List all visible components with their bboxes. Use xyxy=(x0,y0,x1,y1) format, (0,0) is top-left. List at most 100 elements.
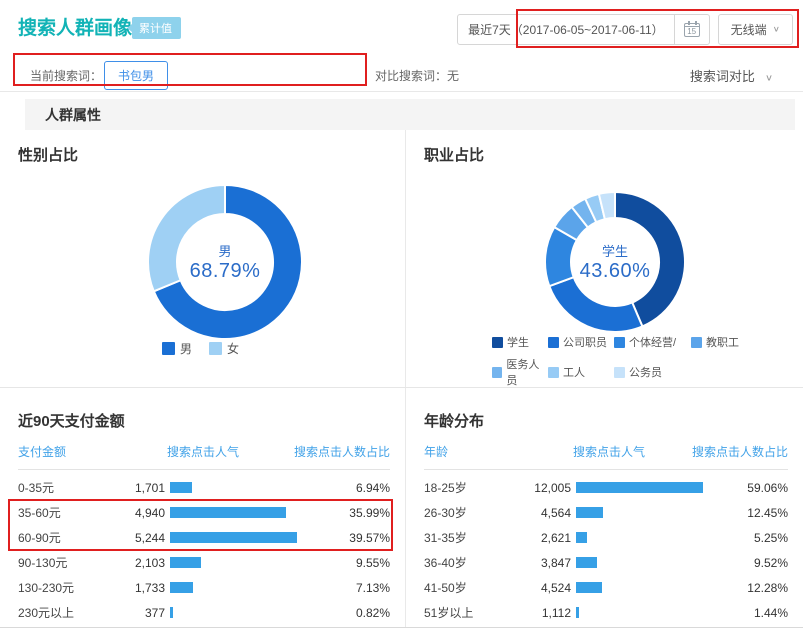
row-percentage: 12.28% xyxy=(747,580,788,595)
legend-item[interactable]: 教职工 xyxy=(691,334,745,350)
column-header[interactable]: 搜索点击人气 xyxy=(167,445,240,459)
row-label: 230元以上 xyxy=(18,606,75,620)
gender-donut-chart: 男 68.79% xyxy=(140,177,310,347)
row-percentage: 59.06% xyxy=(747,480,788,495)
legend-swatch-icon xyxy=(691,336,702,348)
row-percentage: 1.44% xyxy=(753,605,788,620)
occupation-donut-chart: 学生 43.60% xyxy=(540,187,690,337)
occupation-chart-title: 职业占比 xyxy=(424,147,485,164)
donut-slice-1[interactable] xyxy=(614,190,687,328)
occupation-ratio-panel: 职业占比 学生 43.60% 学生 公司职员 个体经营/教职工医务人员 工人 公务员 xyxy=(405,130,803,387)
row-bar-track xyxy=(571,482,724,493)
date-range-picker[interactable]: 最近7天（2017-06-05~2017-06-11） 15 xyxy=(457,14,710,45)
row-label: 0-35元 xyxy=(18,481,55,495)
page-header: 搜索人群画像 累计值 最近7天（2017-06-05~2017-06-11） 1… xyxy=(0,0,803,55)
row-percentage: 7.13% xyxy=(355,580,390,595)
current-keyword-chip[interactable]: 书包男 xyxy=(104,61,169,90)
legend-label: 男 xyxy=(180,342,193,356)
legend-swatch-icon xyxy=(548,336,559,348)
legend-item[interactable]: 医务人员 xyxy=(492,356,548,388)
row-bar-track xyxy=(165,557,326,568)
legend-label: 学生 xyxy=(507,337,529,349)
row-percentage: 5.25% xyxy=(753,530,788,545)
legend-label: 个体经营/ xyxy=(629,337,677,349)
row-bar-track xyxy=(165,532,326,543)
legend-item[interactable]: 公务员 xyxy=(614,356,691,388)
row-bar xyxy=(170,482,193,493)
page-title: 搜索人群画像 xyxy=(18,18,133,39)
legend-swatch-icon xyxy=(209,342,223,355)
table-row: 26-30岁 4,564 12.45% xyxy=(406,500,803,525)
row-bar-track xyxy=(571,557,724,568)
legend-label: 工人 xyxy=(563,367,585,379)
column-header[interactable]: 搜索点击人数占比 xyxy=(293,445,390,459)
row-value: 1,701 xyxy=(134,480,165,495)
keyword-compare-toggle[interactable]: 搜索词对比 ∨ xyxy=(689,69,773,84)
column-header[interactable]: 搜索点击人气 xyxy=(573,445,646,459)
legend-item[interactable]: 男 xyxy=(162,340,192,357)
row-bar xyxy=(170,532,297,543)
gender-legend: 男女 xyxy=(162,340,239,357)
donut-slice-7[interactable] xyxy=(597,190,616,221)
compare-keyword-label: 对比搜索词：无 xyxy=(375,69,460,83)
device-dropdown[interactable]: 无线端 ∨ xyxy=(717,14,793,45)
age-table-title: 年龄分布 xyxy=(424,413,485,430)
section-band-audience-attributes: 人群属性 xyxy=(25,99,795,130)
age-table-rows: 18-25岁 12,005 59.06% 26-30岁 4,564 12.45% xyxy=(406,475,803,625)
row-value: 2,621 xyxy=(540,530,571,545)
row-percentage: 9.55% xyxy=(355,555,390,570)
legend-item[interactable]: 公司职员 xyxy=(548,334,614,350)
donut-slice-2[interactable] xyxy=(548,275,644,333)
row-label: 51岁以上 xyxy=(424,606,474,620)
charts-row: 性别占比 男 68.79% 男女 职业占比 学生 43.60% 学生 公司职员 个体… xyxy=(0,130,803,388)
gender-chart-title: 性别占比 xyxy=(18,147,79,164)
row-value: 4,524 xyxy=(540,580,571,595)
legend-item[interactable]: 工人 xyxy=(548,356,614,388)
chevron-down-icon: ∨ xyxy=(772,25,780,34)
row-bar xyxy=(576,557,597,568)
date-range-label: 最近7天（2017-06-05~2017-06-11） xyxy=(468,23,664,37)
table-row: 51岁以上 1,112 1.44% xyxy=(406,600,803,625)
table-row: 90-130元 2,103 9.55% xyxy=(0,550,405,575)
section-title: 人群属性 xyxy=(45,106,101,123)
donut-slice-1[interactable] xyxy=(152,183,303,340)
row-value: 1,112 xyxy=(541,605,571,620)
row-label: 41-50岁 xyxy=(424,581,467,595)
payment-table-rows: 0-35元 1,701 6.94% 35-60元 4,940 35.99% 60 xyxy=(0,475,405,625)
table-row: 36-40岁 3,847 9.52% xyxy=(406,550,803,575)
row-bar-track xyxy=(165,582,326,593)
device-dropdown-label: 无线端 xyxy=(730,23,767,37)
chevron-down-icon: ∨ xyxy=(764,73,773,83)
age-distribution-table: 年龄分布 年龄 搜索点击人气 搜索点击人数占比 18-25岁 12,005 59… xyxy=(405,388,803,627)
column-header[interactable]: 支付金额 xyxy=(18,445,67,459)
row-bar xyxy=(170,607,173,618)
row-value: 5,244 xyxy=(134,530,165,545)
legend-item[interactable]: 个体经营/ xyxy=(614,334,691,350)
column-header[interactable]: 年龄 xyxy=(424,445,449,459)
row-value: 377 xyxy=(144,605,165,620)
legend-item[interactable]: 学生 xyxy=(492,334,548,350)
donut-slice-2[interactable] xyxy=(147,183,226,293)
payment-amount-table: 近90天支付金额 支付金额 搜索点击人气 搜索点击人数占比 0-35元 1,70… xyxy=(0,388,405,627)
legend-label: 公司职员 xyxy=(563,337,607,349)
legend-label: 女 xyxy=(227,342,240,356)
row-bar-track xyxy=(571,607,724,618)
legend-swatch-icon xyxy=(492,336,503,348)
row-bar-track xyxy=(165,607,326,618)
calendar-icon[interactable]: 15 xyxy=(673,15,709,44)
row-bar xyxy=(576,482,703,493)
row-bar-track xyxy=(571,507,724,518)
table-row: 41-50岁 4,524 12.28% xyxy=(406,575,803,600)
legend-label: 医务人员 xyxy=(506,359,540,387)
row-bar xyxy=(170,557,201,568)
row-value: 4,940 xyxy=(134,505,165,520)
legend-swatch-icon xyxy=(614,336,625,348)
legend-swatch-icon xyxy=(614,366,625,378)
column-header[interactable]: 搜索点击人数占比 xyxy=(691,445,788,459)
legend-item[interactable]: 女 xyxy=(209,340,239,357)
row-value: 12,005 xyxy=(534,480,571,495)
legend-label: 教职工 xyxy=(706,337,739,349)
current-keyword-label: 当前搜索词： xyxy=(30,69,103,83)
table-row: 35-60元 4,940 35.99% xyxy=(0,500,405,525)
